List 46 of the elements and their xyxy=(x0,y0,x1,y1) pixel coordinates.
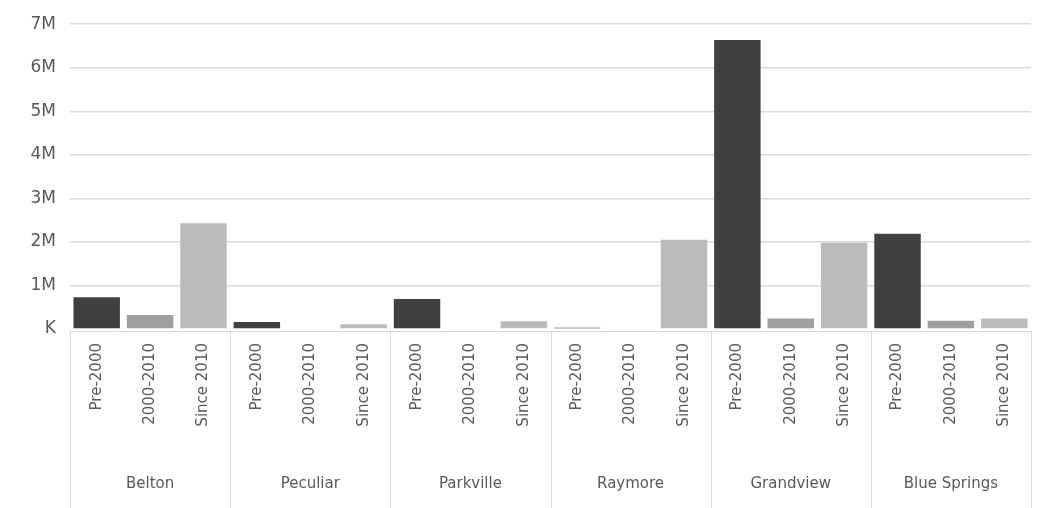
x-tick-label: Since 2010 xyxy=(513,343,532,427)
x-tick-label: Pre-2000 xyxy=(727,343,746,411)
text: Grandview xyxy=(750,473,832,492)
text: Raymore xyxy=(597,473,665,492)
x-tick-label: 2000-2010 xyxy=(940,343,959,425)
bar xyxy=(767,318,814,329)
y-tick-label: 2M xyxy=(30,230,56,251)
x-tick-label: Pre-2000 xyxy=(86,343,105,411)
x-tick-label: Since 2010 xyxy=(673,343,692,427)
x-tick-label: Since 2010 xyxy=(834,343,853,427)
y-tick-label: 7M xyxy=(30,12,56,33)
text: Blue Springs xyxy=(903,473,999,492)
bar xyxy=(874,233,921,329)
y-tick-label: 4M xyxy=(30,143,56,164)
bar xyxy=(126,315,174,329)
text: Belton xyxy=(125,473,175,492)
x-tick-label: 2000-2010 xyxy=(780,343,799,425)
x-tick-label: 2000-2010 xyxy=(300,343,319,425)
bar xyxy=(340,324,387,329)
bar xyxy=(393,298,441,329)
y-tick-label: 1M xyxy=(30,273,56,294)
y-tick-label: 3M xyxy=(30,186,56,207)
x-tick-label: Since 2010 xyxy=(193,343,212,427)
bar xyxy=(981,318,1028,329)
bar xyxy=(820,242,868,329)
x-tick-label: Pre-2000 xyxy=(887,343,906,411)
bar xyxy=(233,322,281,329)
bar xyxy=(714,39,761,329)
x-tick-label: Pre-2000 xyxy=(567,343,586,411)
x-tick-label: 2000-2010 xyxy=(620,343,639,425)
bar xyxy=(500,321,548,329)
x-tick-label: Pre-2000 xyxy=(246,343,265,411)
text: Parkville xyxy=(438,473,502,492)
text: Peculiar xyxy=(280,473,341,492)
x-tick-label: Since 2010 xyxy=(353,343,372,427)
x-tick-label: Pre-2000 xyxy=(406,343,425,411)
y-tick-label: 6M xyxy=(30,56,56,77)
bar xyxy=(660,239,708,329)
x-tick-label: 2000-2010 xyxy=(460,343,479,425)
y-tick-label: K xyxy=(44,317,57,338)
bar xyxy=(927,320,975,329)
y-tick-label: 5M xyxy=(30,99,56,120)
x-tick-label: Since 2010 xyxy=(994,343,1013,427)
bar xyxy=(180,223,227,329)
bar xyxy=(73,297,120,329)
x-tick-label: 2000-2010 xyxy=(139,343,158,425)
